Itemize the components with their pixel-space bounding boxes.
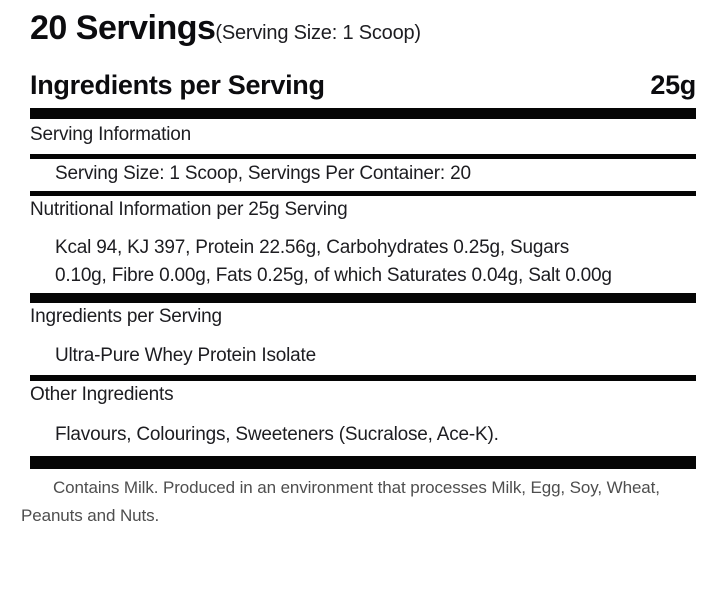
section-body-serving-information: Serving Size: 1 Scoop, Servings Per Cont…	[55, 163, 471, 184]
section-heading-serving-information: Serving Information	[30, 124, 191, 145]
divider-bar-thick	[30, 108, 696, 119]
section-heading-other-ingredients: Other Ingredients	[30, 384, 174, 405]
amount-per-serving-value: 25g	[650, 70, 696, 100]
serving-size-note: (Serving Size: 1 Scoop)	[215, 22, 421, 44]
divider-bar-thin	[30, 154, 696, 159]
servings-title-row: 20 Servings (Serving Size: 1 Scoop)	[30, 8, 696, 53]
divider-bar-medium	[30, 293, 696, 303]
ingredients-per-serving-row: Ingredients per Serving 25g	[30, 68, 696, 102]
section-body-nutritional-information: Kcal 94, KJ 397, Protein 22.56g, Carbohy…	[55, 237, 612, 286]
divider-bar-thick	[30, 456, 696, 469]
nutrition-label: 20 Servings (Serving Size: 1 Scoop) Ingre…	[30, 8, 696, 469]
section-body-ingredients: Ultra-Pure Whey Protein Isolate	[55, 345, 316, 366]
section-body-other-ingredients: Flavours, Colourings, Sweeteners (Sucral…	[55, 424, 499, 445]
servings-count-title: 20 Servings	[30, 9, 216, 47]
divider-bar-thin	[30, 191, 696, 196]
section-heading-nutritional-information: Nutritional Information per 25g Serving	[30, 199, 348, 220]
ingredients-per-serving-heading: Ingredients per Serving	[30, 70, 325, 100]
allergen-note: Contains Milk. Produced in an environmen…	[21, 478, 660, 525]
divider-bar-thin	[30, 375, 696, 381]
section-heading-ingredients: Ingredients per Serving	[30, 306, 222, 327]
